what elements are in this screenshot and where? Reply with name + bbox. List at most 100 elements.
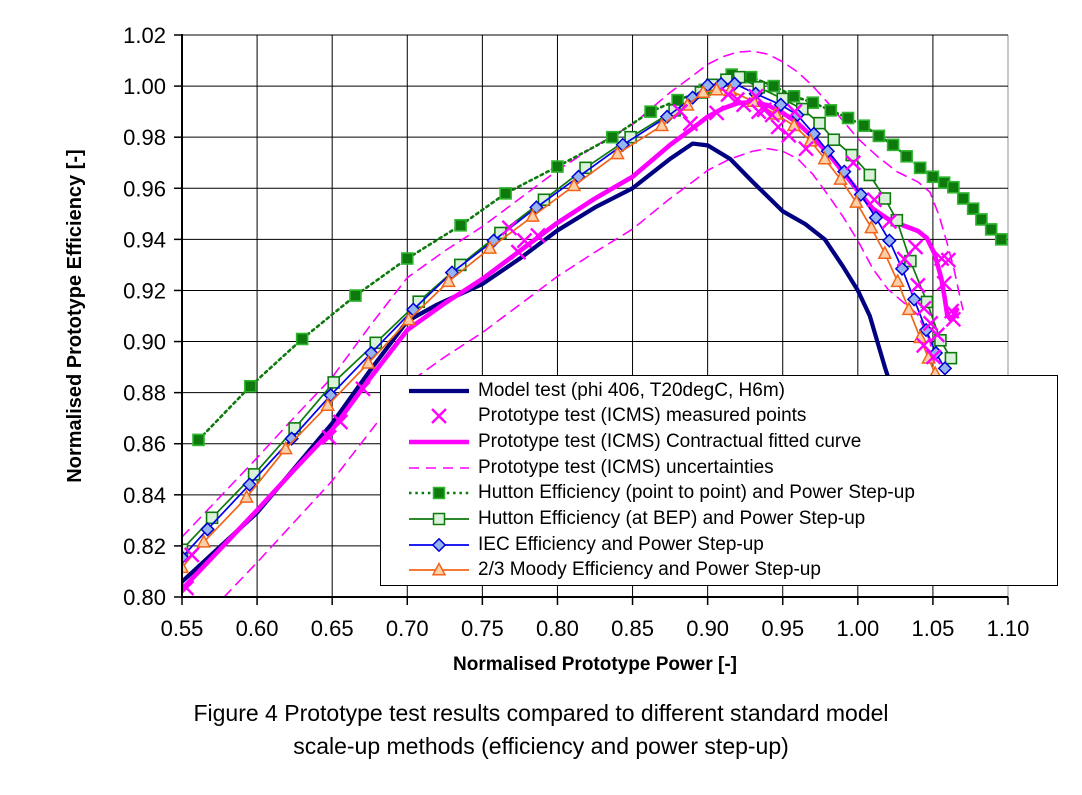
legend-marker-diamond [431, 537, 447, 552]
data-point-marker [196, 533, 212, 548]
legend-item-1: Prototype test (ICMS) measured points [407, 404, 1057, 428]
data-point-marker [182, 550, 190, 565]
data-point-marker [654, 117, 670, 132]
data-point-marker [910, 277, 926, 294]
data-point-marker [872, 129, 886, 143]
data-point-marker [610, 145, 625, 160]
data-point-marker [453, 258, 467, 272]
data-point-marker [945, 311, 962, 328]
data-point-marker [685, 90, 700, 105]
legend-sample-icon [409, 388, 469, 393]
data-point-marker [868, 210, 884, 225]
legend-label: Prototype test (ICMS) measured points [478, 405, 807, 427]
data-point-marker [900, 150, 913, 163]
data-point-marker [966, 202, 980, 216]
legend-label: 2/3 Moody Efficiency and Power Step-up [478, 559, 821, 581]
y-tick-label: 0.98 [123, 125, 166, 150]
data-point-marker [922, 315, 939, 332]
data-point-marker [244, 379, 257, 393]
data-point-marker [806, 96, 820, 109]
figure-caption-line2: scale-up methods (efficiency and power s… [293, 733, 789, 759]
data-point-marker [412, 295, 425, 308]
series-prototype-test-icms-measured-points [182, 86, 962, 596]
data-point-marker [925, 349, 942, 365]
data-point-marker [878, 192, 892, 205]
data-point-marker [940, 252, 957, 268]
data-point-marker [756, 101, 773, 118]
legend-item-3: Prototype test (ICMS) uncertainties [407, 456, 1057, 480]
data-point-marker [841, 111, 855, 125]
figure-caption-line1: Figure 4 Prototype test results compared… [193, 700, 889, 726]
data-point-marker [786, 103, 803, 120]
legend-label: Hutton Efficiency (at BEP) and Power Ste… [478, 507, 866, 529]
data-point-marker [817, 150, 833, 165]
legend-label: Prototype test (ICMS) uncertainties [478, 456, 774, 478]
data-point-marker [901, 301, 917, 316]
x-tick-label: 1.00 [836, 616, 879, 641]
data-point-marker [672, 103, 689, 120]
data-point-marker [200, 522, 215, 537]
data-point-marker [320, 397, 335, 411]
data-point-marker [182, 580, 195, 596]
data-point-marker [956, 192, 970, 205]
legend-sample-icon [409, 487, 469, 500]
series-model-test-phi-406-t20degc-h6m [182, 141, 892, 584]
legend-sample-icon [409, 439, 469, 445]
legend-item-0: Model test (phi 406, T20degC, H6m) [407, 379, 1057, 403]
data-point-marker [708, 105, 725, 121]
y-axis-title: Normalised Prototype Efficiency [-] [64, 149, 86, 483]
data-point-marker [833, 171, 848, 185]
data-point-marker [239, 489, 254, 503]
legend-sample-icon [409, 466, 469, 469]
data-point-marker [984, 223, 998, 236]
data-point-marker [355, 380, 371, 397]
data-point-marker [499, 187, 512, 200]
data-point-marker [192, 433, 205, 447]
data-point-marker [890, 273, 905, 288]
data-point-marker [284, 431, 299, 446]
data-point-marker [764, 107, 781, 123]
legend-sample-icon [409, 512, 469, 526]
data-point-marker [551, 160, 564, 173]
y-tick-label: 1.00 [123, 74, 166, 99]
data-point-marker [915, 337, 932, 354]
legend-marker-x [431, 408, 447, 425]
x-tick-label: 0.55 [161, 616, 204, 641]
series-2-3-moody-efficiency-and-power-step-up [182, 81, 943, 574]
x-tick-label: 1.05 [911, 616, 954, 641]
data-point-marker [920, 295, 934, 309]
data-point-marker [441, 273, 456, 288]
data-point-marker [182, 559, 190, 574]
data-point-marker [349, 289, 362, 302]
data-point-marker [913, 161, 927, 175]
x-tick-label: 0.85 [611, 616, 654, 641]
data-point-marker [881, 213, 898, 230]
data-point-marker [813, 116, 826, 130]
data-point-marker [877, 245, 893, 259]
data-point-marker [530, 227, 546, 244]
legend-label: Prototype test (ICMS) Contractual fitted… [478, 431, 862, 453]
legend-sample-icon [431, 408, 447, 425]
data-point-marker [332, 414, 349, 430]
data-point-marker [183, 547, 200, 563]
data-point-marker [907, 239, 924, 255]
y-tick-label: 0.80 [123, 585, 166, 610]
x-tick-label: 0.65 [311, 616, 354, 641]
data-point-marker [400, 252, 414, 265]
data-point-marker [735, 96, 752, 113]
data-point-marker [866, 191, 883, 208]
figure-caption: Figure 4 Prototype test results compared… [0, 697, 1082, 763]
data-point-marker [682, 115, 699, 132]
data-point-marker [510, 244, 527, 260]
data-point-marker [994, 233, 1008, 246]
legend-marker-square-filled [432, 487, 446, 500]
y-tick-label: 0.84 [123, 483, 166, 508]
data-point-marker [295, 332, 309, 346]
data-point-marker [947, 180, 960, 194]
legend-item-4: Hutton Efficiency (point to point) and P… [407, 481, 1057, 505]
data-point-marker [537, 193, 551, 207]
y-tick-label: 0.92 [123, 278, 166, 303]
legend-item-5: Hutton Efficiency (at BEP) and Power Ste… [407, 507, 1057, 531]
data-point-marker [605, 130, 619, 144]
